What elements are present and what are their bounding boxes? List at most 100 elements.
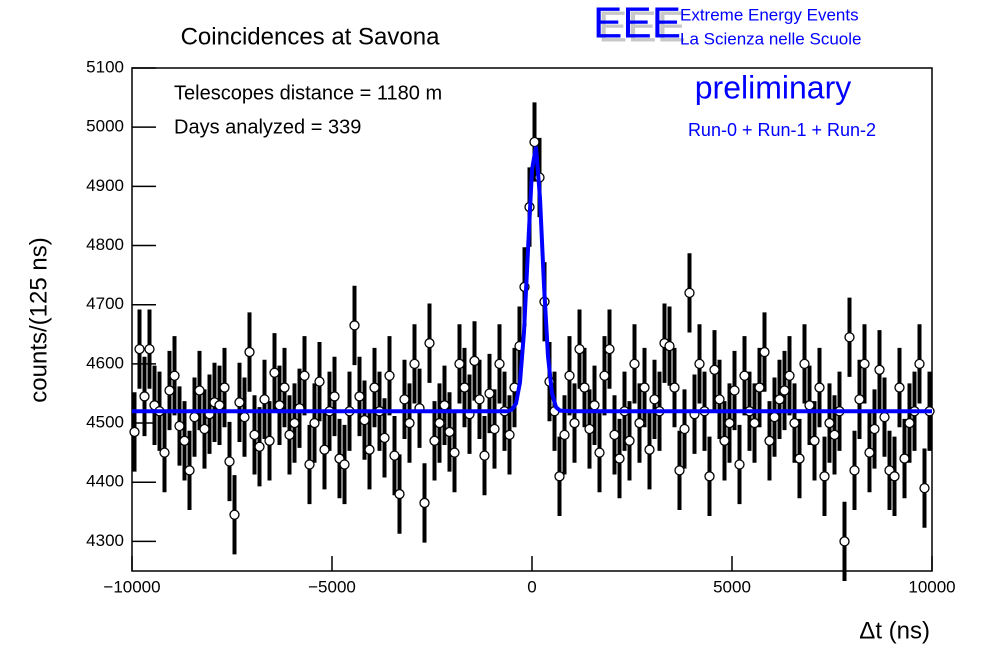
data-point [824, 417, 835, 429]
data-point [329, 391, 340, 402]
logo-shadow: EEE [598, 3, 686, 52]
data-point [229, 509, 240, 520]
data-point [709, 364, 720, 375]
data-point [304, 459, 315, 470]
data-point [184, 465, 195, 476]
data-point [879, 411, 890, 423]
data-point [139, 391, 150, 402]
x-axis-label: Δt (ns) [859, 617, 930, 644]
data-point [569, 417, 580, 429]
data-point [759, 346, 770, 358]
data-point [829, 429, 840, 441]
y-tick-label: 4300 [86, 531, 124, 550]
data-point [794, 453, 805, 464]
data-point [804, 400, 815, 411]
data-point [604, 343, 615, 355]
data-point [349, 320, 360, 331]
data-point [254, 441, 265, 452]
data-point [194, 385, 205, 396]
annotation: Days analyzed = 339 [174, 116, 361, 138]
y-tick-label: 4900 [86, 176, 124, 195]
annotation: preliminary [695, 69, 851, 105]
data-point [314, 376, 325, 387]
data-point [854, 394, 865, 405]
data-point [219, 382, 230, 393]
logo-mark: EEE [593, 0, 681, 48]
logo-line: Extreme Energy Events [680, 5, 859, 24]
data-point [134, 343, 145, 355]
y-tick-label: 4700 [86, 294, 124, 313]
data-point [914, 358, 925, 370]
data-point [424, 338, 435, 349]
data-point [469, 355, 480, 367]
data-point [484, 388, 495, 399]
data-point [174, 420, 185, 432]
data-point [609, 429, 620, 441]
annotation: Run-0 + Run-1 + Run-2 [688, 120, 876, 140]
data-point [919, 483, 930, 494]
data-point [239, 411, 250, 423]
data-point [384, 370, 395, 381]
data-point [594, 447, 605, 458]
data-point [444, 426, 455, 438]
data-point [579, 382, 590, 393]
y-tick-label: 5100 [86, 57, 124, 76]
data-point [694, 358, 705, 370]
data-point [404, 417, 415, 429]
data-point [259, 394, 270, 405]
data-point [644, 444, 655, 455]
chart-title: Coincidences at Savona [181, 23, 440, 50]
data-point [319, 444, 330, 455]
data-point [169, 370, 180, 381]
data-point [649, 394, 660, 405]
data-point [864, 447, 875, 458]
fit-line [132, 146, 932, 414]
data-point [559, 429, 570, 441]
data-point [214, 400, 225, 411]
data-point [584, 423, 595, 435]
data-point [269, 367, 280, 378]
data-point [489, 423, 500, 435]
data-point [739, 370, 750, 381]
data-point [799, 358, 810, 370]
x-tick-label: −10000 [103, 577, 160, 596]
data-point [889, 471, 900, 482]
data-point [554, 471, 565, 482]
data-point [434, 417, 445, 429]
data-point [454, 358, 465, 370]
data-point [299, 370, 310, 381]
data-point [429, 435, 440, 446]
data-point [354, 391, 365, 402]
data-point [769, 411, 780, 423]
data-point [439, 400, 450, 411]
data-point [144, 343, 155, 355]
data-point [359, 414, 370, 426]
data-point [874, 364, 885, 375]
data-point [474, 394, 485, 405]
data-point [629, 358, 640, 370]
data-point [669, 382, 680, 393]
data-point [784, 370, 795, 381]
data-point [234, 397, 245, 408]
data-point [729, 385, 740, 396]
data-point [379, 432, 390, 444]
y-tick-label: 4400 [86, 472, 124, 491]
data-point [614, 453, 625, 464]
data-point [389, 450, 400, 461]
data-point [684, 287, 695, 299]
data-point [599, 370, 610, 381]
data-point [409, 358, 420, 370]
data-point [279, 382, 290, 393]
data-point [779, 385, 790, 396]
data-point [894, 382, 905, 393]
data-point [819, 471, 830, 482]
data-point [664, 340, 675, 352]
data-point [419, 497, 430, 509]
logo-line: La Scienza nelle Scuole [680, 29, 861, 48]
y-tick-label: 4800 [86, 235, 124, 254]
data-point [529, 136, 540, 148]
logo: EEE EEE Extreme Energy Events La Scienza… [593, 0, 861, 52]
data-point [859, 358, 870, 370]
data-point [754, 382, 765, 393]
data-point [459, 382, 470, 393]
